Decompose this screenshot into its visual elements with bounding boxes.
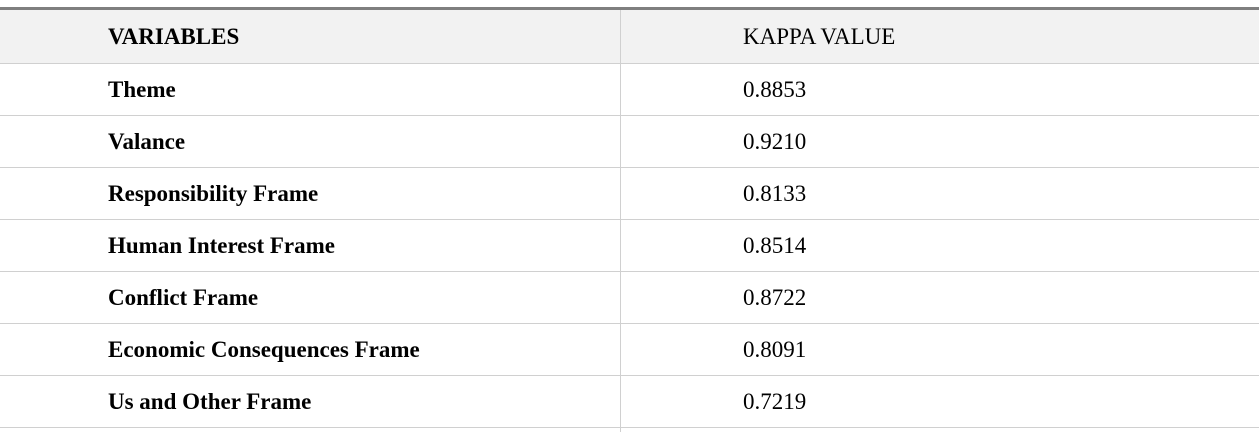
table-row: Economic Consequences Frame 0.8091: [0, 324, 1259, 376]
table-row: Us and Other Frame 0.7219: [0, 376, 1259, 428]
header-cell: VARIABLES: [108, 23, 240, 49]
table-cell: Economic Consequences Frame: [108, 336, 420, 362]
table-cell: 0.8133: [743, 180, 807, 206]
table-cell: Valance: [108, 128, 186, 154]
table-cell: Human Interest Frame: [108, 232, 335, 258]
table-cell: 0.9210: [743, 128, 807, 154]
table-cell: 0.8853: [743, 76, 807, 102]
table-row: Conflict Frame 0.8722: [0, 272, 1259, 324]
top-rule: [0, 7, 1259, 10]
table-cell: 0.8722: [743, 284, 807, 310]
header-row: VARIABLES KAPPA VALUE: [0, 10, 1259, 64]
table-row: Valance 0.9210: [0, 116, 1259, 168]
table-cell: Theme: [108, 76, 176, 102]
table-cell: 0.8514: [743, 232, 807, 258]
table-cell: 0.7219: [743, 388, 807, 414]
header-cell: KAPPA VALUE: [743, 23, 896, 49]
table-cell: Us and Other Frame: [108, 388, 312, 414]
table-row: Human Interest Frame 0.8514: [0, 220, 1259, 272]
table-row: Responsibility Frame 0.8133: [0, 168, 1259, 220]
table-row: Theme 0.8853: [0, 64, 1259, 116]
table-cell: 0.8091: [743, 336, 807, 362]
table-cell: Responsibility Frame: [108, 180, 319, 206]
table-cell: Conflict Frame: [108, 284, 259, 310]
column-divider: [620, 10, 621, 432]
